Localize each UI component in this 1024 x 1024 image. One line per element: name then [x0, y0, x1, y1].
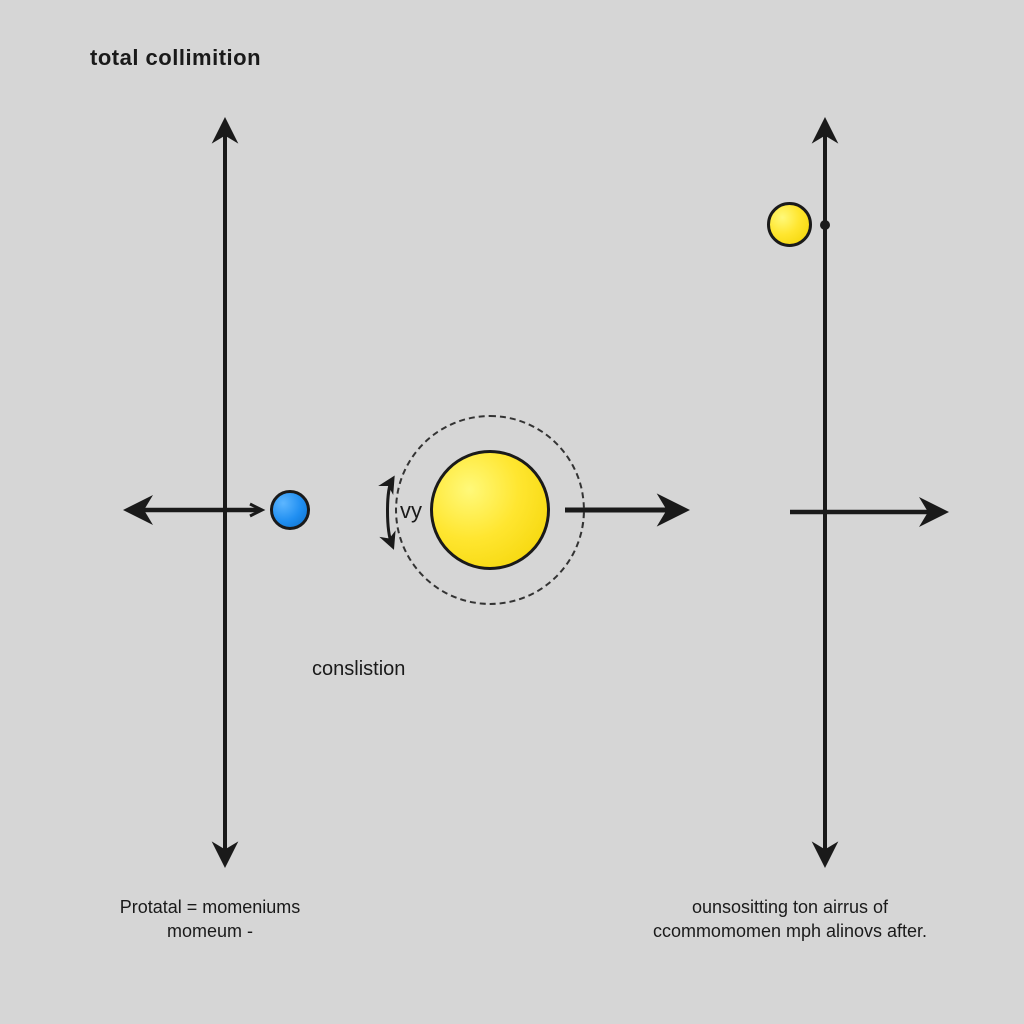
blue-ball: [270, 490, 310, 530]
diagram-canvas: { "labels": { "title_left": "total colli…: [0, 0, 1024, 1024]
vy-label: vy: [400, 498, 422, 524]
caption-left: Protatal = momeniumsmomeum -: [80, 895, 340, 944]
caption-right: ounsositting ton airrus of ccommomomen m…: [640, 895, 940, 944]
yellow-small-ball: [767, 202, 812, 247]
vy-bracket: [388, 480, 393, 545]
mid-label: conslistion: [312, 658, 405, 681]
yellow-large-ball: [430, 450, 550, 570]
axis-dot: [820, 220, 830, 230]
